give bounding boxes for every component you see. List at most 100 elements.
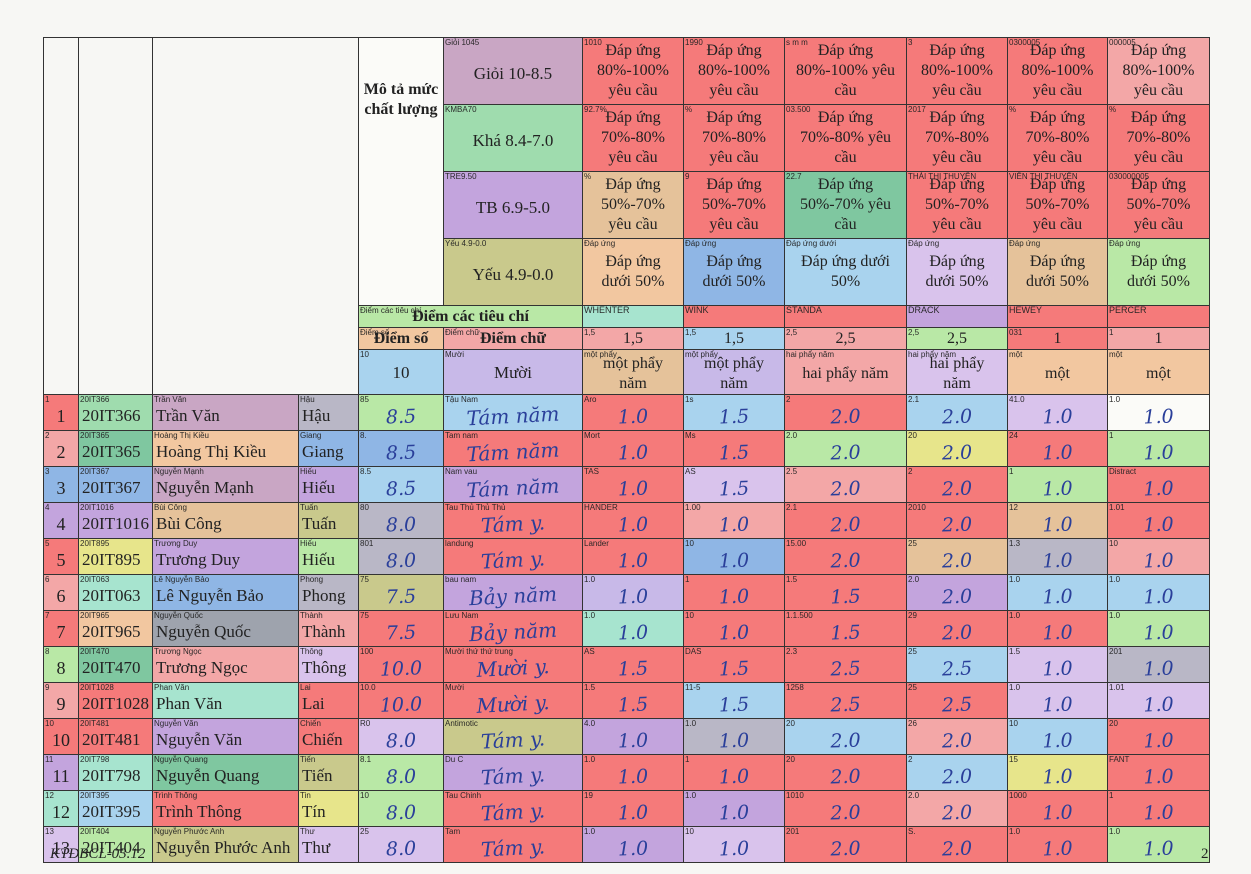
student-id: 20IT365 — [82, 441, 141, 461]
overlay-tag: 100 — [360, 647, 374, 657]
handwritten-mark: 1.0 — [1042, 584, 1073, 609]
criterion-mark-cell: 1 1.0 — [1107, 430, 1210, 467]
criterion-mark-cell: 1.0 1.0 — [1007, 574, 1108, 611]
surname-cell: Trình Thông Trình Thông — [152, 790, 299, 827]
handwritten-mark: 1.0 — [617, 512, 649, 537]
handwritten-mark: 1.0 — [1143, 764, 1174, 789]
overlay-tag: 12 — [45, 791, 54, 801]
criterion-mark-cell: 1258 2.5 — [784, 682, 907, 719]
criterion-mark-cell: AS 1.5 — [683, 466, 785, 503]
handwritten-mark: 1.0 — [1042, 800, 1073, 825]
handwritten-mark: 1.0 — [617, 404, 649, 429]
handwritten-mark: 2.0 — [941, 764, 973, 789]
student-id-cell: 20IT366 20IT366 — [78, 394, 153, 431]
criterion-mark-cell: 1.0 1.0 — [582, 574, 684, 611]
handwritten-score: 8.5 — [385, 404, 417, 429]
student-given-name: Thành — [302, 621, 346, 641]
overlay-tag: 75 — [360, 575, 369, 585]
overlay-tag: FANT — [1109, 755, 1130, 765]
weight-word: một — [1146, 365, 1171, 382]
criterion-mark-cell: 24 1.0 — [1007, 430, 1108, 467]
criterion-code: WHENTER — [584, 305, 630, 315]
overlay-tag: Lai — [300, 683, 311, 693]
student-id: 20IT395 — [82, 801, 141, 821]
criterion-mark-cell: 2.5 2.0 — [784, 466, 907, 503]
criterion-mark-cell: 15 1.0 — [1007, 754, 1108, 791]
requirement-text: Đáp ứng 80%-100% yêu cầu — [1021, 42, 1094, 99]
criterion-mark-cell: 12 1.0 — [1007, 502, 1108, 539]
student-given-name: Tín — [302, 801, 326, 821]
criterion-mark-cell: Mort 1.0 — [582, 430, 684, 467]
criterion-mark-cell: 2.0 2.0 — [906, 574, 1008, 611]
handwritten-mark: 1.0 — [1143, 728, 1174, 753]
overlay-tag: 1258 — [786, 683, 804, 693]
overlay-tag: % — [1109, 105, 1117, 115]
total-value: 10 — [392, 362, 410, 382]
stt-value: 10 — [52, 730, 70, 750]
overlay-tag: 20IT895 — [80, 539, 110, 549]
overlay-tag: Hiếu — [300, 539, 317, 549]
overlay-tag: 25 — [360, 827, 369, 837]
requirement-cell: Đáp ứng Đáp ứng dưới 50% — [1107, 238, 1210, 306]
overlay-tag: Nguyễn Mạnh — [154, 467, 204, 477]
weight-word: một — [1045, 365, 1070, 382]
overlay-tag: 10 — [1009, 719, 1018, 729]
student-row: 11 11 20IT798 20IT798 Nguyễn Quang Nguyễn Qua… — [43, 754, 1210, 791]
student-id: 20IT063 — [82, 585, 141, 605]
student-id: 20IT1016 — [82, 513, 150, 533]
overlay-tag: 20IT470 — [80, 647, 110, 657]
weight-word: hai phẩy năm — [802, 365, 889, 382]
overlay-tag: Du C — [445, 755, 464, 765]
stt-value: 8 — [56, 658, 66, 678]
criterion-mark-cell: 1.0 1.0 — [1107, 394, 1210, 431]
overlay-tag: 2,5 — [786, 328, 798, 338]
overlay-tag: landung — [445, 539, 474, 549]
handwritten-score-word: Bảy năm — [468, 617, 558, 647]
requirement-cell: 0300005 Đáp ứng 80%-100% yêu cầu — [1007, 37, 1108, 105]
level-label-cell: Giỏi 1045 Giỏi 10-8.5 — [443, 37, 583, 105]
score-cell: R0 8.0 — [358, 718, 444, 755]
overlay-tag: 4 — [45, 503, 50, 513]
overlay-tag: Mười thứ thứ trung — [445, 647, 513, 657]
handwritten-mark: 1.5 — [718, 440, 750, 465]
student-id: 20IT367 — [82, 477, 141, 497]
overlay-tag: Lưu Nam — [445, 611, 479, 621]
criterion-mark-cell: 1.0 1.0 — [1007, 610, 1108, 647]
overlay-tag: 19 — [584, 791, 593, 801]
handwritten-mark: 1.5 — [617, 656, 649, 681]
weight-cell: 031 1 — [1007, 327, 1108, 350]
overlay-tag: 11-5 — [685, 683, 701, 693]
student-surname: Nguyễn Quang — [156, 765, 260, 785]
overlay-tag: 1000 — [1009, 791, 1027, 801]
overlay-tag: 20IT1028 — [80, 683, 114, 693]
level-label-cell: Yếu 4.9-0.0 Yếu 4.9-0.0 — [443, 238, 583, 306]
score-cell: 8.5 8.5 — [358, 466, 444, 503]
student-row: 10 10 20IT481 20IT481 Nguyễn Văn Nguyễn Văn Ch… — [43, 718, 1210, 755]
requirement-text: Đáp ứng 80%-100% yêu cầu — [597, 42, 669, 99]
criterion-mark-cell: 1.0 1.0 — [683, 790, 785, 827]
overlay-tag: Trương Duy — [154, 539, 198, 549]
stt-value: 5 — [56, 550, 66, 570]
student-id-cell: 20IT798 20IT798 — [78, 754, 153, 791]
overlay-tag: S. — [908, 827, 916, 837]
student-surname: Nguyễn Văn — [156, 729, 243, 749]
score-cell: 8.1 8.0 — [358, 754, 444, 791]
student-given-name: Phong — [302, 585, 346, 605]
handwritten-mark: 2.0 — [830, 728, 861, 753]
handwritten-score-word: Tám y. — [480, 726, 546, 754]
overlay-tag: Bùi Công — [154, 503, 187, 513]
student-id: 20IT404 — [82, 837, 141, 857]
criterion-mark-cell: 1010 2.0 — [784, 790, 907, 827]
student-given-name: Lai — [302, 693, 325, 713]
given-name-cell: Tuấn Tuấn — [298, 502, 359, 539]
criteria-heading-cell: Điểm các tiêu chí Điểm các tiêu chí — [358, 305, 583, 328]
overlay-tag: 1.3 — [1009, 539, 1021, 549]
score-word-cell: Lưu Nam Bảy năm — [443, 610, 583, 647]
weight-word-cell: một phẩy một phẩy năm — [582, 349, 684, 395]
handwritten-mark: 2.0 — [941, 800, 973, 825]
requirement-text: Đáp ứng dưới 50% — [801, 253, 890, 290]
handwritten-score: 8.0 — [385, 800, 417, 825]
student-id-cell: 20IT965 20IT965 — [78, 610, 153, 647]
requirement-text: Đáp ứng 50%-70% yêu cầu — [1126, 176, 1191, 233]
handwritten-mark: 1.0 — [617, 620, 649, 645]
